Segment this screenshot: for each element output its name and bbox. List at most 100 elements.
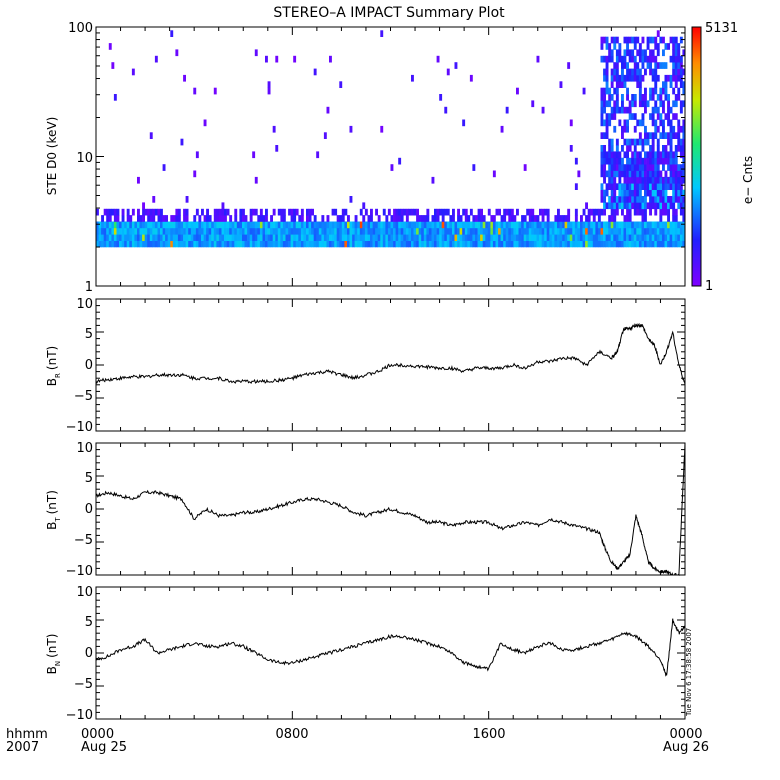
spectrogram-cell: [649, 36, 652, 44]
spectrogram-cell: [626, 49, 629, 57]
spectrogram-cell: [618, 43, 622, 50]
spectrogram-cell: [464, 240, 468, 248]
spectrogram-cell: [218, 221, 222, 229]
spectrogram-cell: [539, 227, 542, 235]
spectrogram-cell: [613, 189, 617, 197]
br-frame: [95, 298, 686, 432]
spectrogram-cell: [439, 227, 443, 235]
spectrogram-cell: [300, 221, 304, 229]
spectrogram-cell: [641, 164, 645, 171]
spectrogram-cell: [644, 106, 647, 114]
spectrogram-cell: [638, 132, 642, 139]
spectrogram-cell: [467, 221, 471, 229]
spectrogram-cell: [516, 221, 519, 229]
spectrogram-cell: [239, 208, 243, 216]
spectrogram-cell: [370, 227, 373, 235]
spectrogram-cell: [674, 151, 678, 159]
spectrogram-cell: [154, 227, 158, 235]
bt-ytick-label-10: 10: [76, 441, 93, 456]
spectrogram-cell: [574, 221, 578, 229]
spectrogram-cell: [188, 240, 192, 248]
bn-ylabel-unit: (nT): [45, 634, 59, 658]
spectrogram-cell: [126, 240, 130, 248]
spectrogram-cell: [393, 240, 396, 248]
spectrogram-cell: [654, 164, 658, 171]
spectrogram-cell: [651, 87, 655, 95]
br-ytick-label-minus10: −10: [66, 420, 93, 435]
spectrogram-cell: [533, 221, 537, 229]
spectrogram-cell: [198, 234, 202, 241]
spectrogram-cell: [405, 221, 409, 229]
spectrogram-cell: [615, 145, 619, 152]
spectrogram-cell: [393, 234, 396, 241]
spectrogram-cell: [393, 208, 396, 216]
spectrogram-cell: [247, 234, 250, 241]
spectrogram-cell: [605, 36, 609, 44]
spectrogram-cell: [272, 240, 276, 248]
spectrogram-cell: [626, 176, 629, 184]
spectrogram-cell: [608, 138, 612, 146]
spectrogram-cell: [259, 227, 263, 235]
spectrogram-cell: [605, 87, 609, 95]
spectrogram-cell: [608, 183, 612, 190]
spectrogram-cell: [654, 221, 658, 229]
spectrogram-cell: [282, 227, 286, 235]
spectrogram-cell: [160, 221, 163, 229]
spectrogram-cell: [664, 170, 668, 178]
spectrogram-cell: [170, 215, 174, 222]
spectrogram-cell: [633, 183, 637, 190]
spectrogram-cell: [421, 221, 425, 229]
spectrogram-cell: [523, 221, 527, 229]
spectrogram-cell: [336, 240, 340, 248]
spectrogram-cell: [590, 208, 594, 216]
spectrogram-cell: [244, 215, 248, 222]
spectrogram-cell: [628, 227, 632, 235]
spectrogram-cell: [518, 221, 522, 229]
spectrogram-cell: [605, 74, 609, 82]
spectrogram-cell: [96, 227, 99, 235]
spectrogram-cell: [236, 234, 240, 241]
spectrogram-cell: [677, 164, 681, 171]
spectrogram-cell: [654, 68, 658, 76]
spectrogram-cells: [96, 30, 686, 248]
spectrogram-cell: [285, 240, 289, 248]
spectrogram-cell: [411, 74, 414, 82]
spectrogram-cell: [664, 157, 668, 165]
spectrogram-cell: [641, 100, 645, 108]
spectrogram-cell: [513, 240, 517, 248]
spectrogram-cell: [631, 55, 635, 63]
br-ytick-label-0: 0: [85, 358, 93, 373]
spectrogram-cell: [615, 62, 619, 69]
spectrogram-cell: [651, 189, 655, 197]
svg-text:BR(nT): BR(nT): [45, 346, 62, 386]
spectrogram-cell: [664, 74, 668, 82]
spectrogram-cell: [521, 240, 524, 248]
spectrogram-cell: [213, 215, 217, 222]
spectrogram-cell: [203, 119, 207, 127]
spectrogram-cell: [300, 240, 304, 248]
spectrogram-cell: [303, 227, 307, 235]
spectrogram-cell: [597, 234, 601, 241]
spectrogram-cell: [405, 215, 409, 222]
spectrogram-cell: [672, 170, 676, 178]
spectrogram-cell: [638, 49, 642, 57]
spectrogram-cell: [641, 145, 645, 152]
spectrogram-cell: [664, 227, 668, 235]
spectrogram-cell: [137, 234, 140, 241]
spectrogram-cell: [615, 208, 619, 216]
spectrogram-cell: [464, 208, 468, 216]
spectrogram-cell: [649, 183, 652, 190]
spectrogram-cell: [411, 208, 414, 216]
spectrogram-cell: [603, 240, 606, 248]
spectrogram-cell: [195, 151, 199, 159]
spectrogram-cell: [651, 202, 655, 210]
spectrogram-cell: [487, 234, 491, 241]
spectrogram-cell: [659, 94, 663, 101]
spectrogram-cell: [615, 94, 619, 101]
spectrogram-cell: [157, 227, 161, 235]
spectrogram-cell: [254, 227, 258, 235]
spectrogram-cell: [600, 100, 604, 108]
spectrogram-cell: [185, 196, 189, 203]
spectrogram-cell: [490, 240, 494, 248]
spectrogram-cell: [418, 227, 422, 235]
